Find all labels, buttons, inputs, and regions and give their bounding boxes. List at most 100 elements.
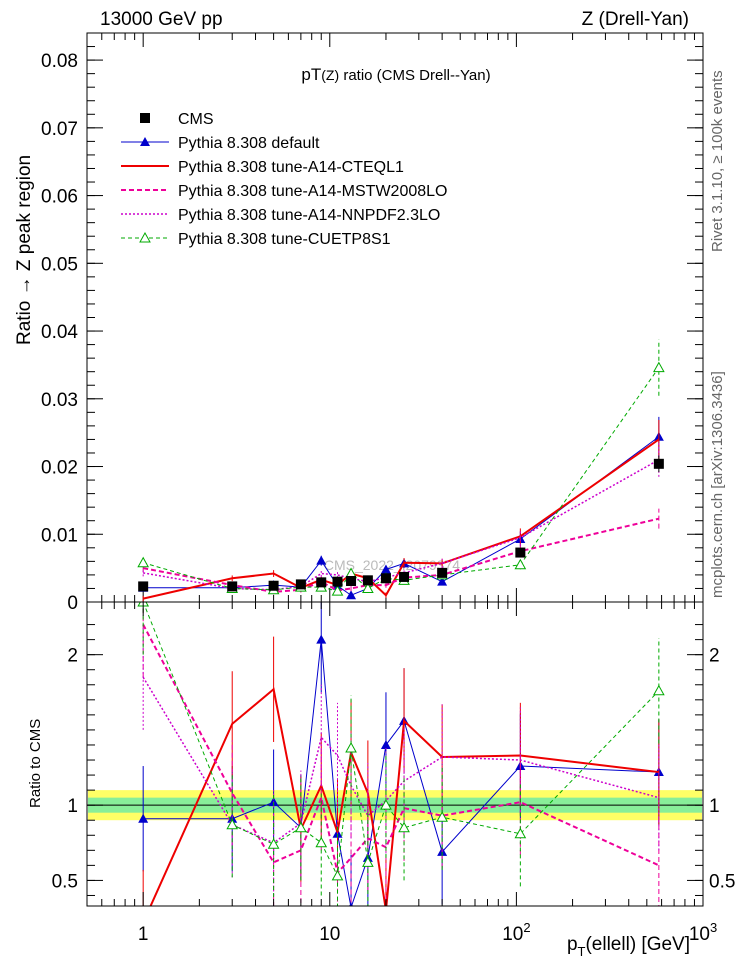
y-tick-label: 0.01: [41, 525, 78, 546]
data-point-cms: [437, 567, 448, 578]
ratio-y-tick-label-right: 0.5: [709, 871, 735, 892]
data-point-cuetp: [362, 582, 374, 593]
y-tick-label: 0.03: [41, 390, 78, 411]
data-point-cms: [380, 573, 391, 584]
main-y-axis-label: Ratio → Z peak region: [14, 155, 35, 345]
legend-entry-mstw: Pythia 8.308 tune-A14-MSTW2008LO: [121, 183, 447, 200]
legend-label-cms: CMS: [178, 111, 214, 128]
data-point-cms: [138, 581, 149, 592]
ratio-point-cuetp: [398, 821, 410, 833]
main-panel: 0 0.01 0.02 0.03 0.04 0.05 0.06 0.07 0.08 CMS_20…: [14, 32, 704, 614]
data-point-cuetp: [653, 361, 665, 373]
y-tick-label: 0.06: [41, 187, 78, 208]
ratio-point-cuetp: [331, 869, 344, 881]
legend: CMS Pythia 8.308 default Pythia 8.308 tune…: [121, 111, 447, 248]
x-tick-label: 10: [319, 924, 340, 945]
ratio-y-tick-label: 2: [67, 646, 78, 667]
ratio-point-default: [380, 739, 391, 749]
ratio-series-cuetp: [137, 602, 665, 906]
data-point-cms: [332, 576, 343, 587]
ratio-point-default: [316, 634, 327, 644]
y-tick-label: 0.08: [41, 51, 78, 72]
ratio-line-default: [143, 639, 659, 906]
y-tick-label: 0.02: [41, 458, 78, 479]
y-tick-label: 0: [67, 593, 78, 614]
legend-marker-cuetp: [139, 231, 151, 243]
main-series-group: [137, 339, 665, 602]
header-process: Z (Drell-Yan): [582, 9, 689, 30]
data-point-cuetp: [331, 585, 344, 596]
ratio-series-default: [138, 602, 664, 906]
legend-entry-cuetp: Pythia 8.308 tune-CUETP8S1: [121, 231, 391, 248]
ratio-point-cuetp: [226, 818, 239, 830]
x-tick-label: 103: [689, 920, 717, 945]
ratio-point-cuetp: [653, 684, 665, 696]
x-tick-exponent: 3: [710, 920, 717, 935]
data-point-default: [316, 555, 327, 565]
rivet-version-label: Rivet 3.1.10, ≥ 100k events: [709, 70, 726, 252]
x-axis-label-t: T: [578, 944, 586, 959]
legend-entry-default: Pythia 8.308 default: [121, 135, 320, 152]
data-point-cms: [346, 576, 357, 587]
header-energy: 13000 GeV pp: [100, 9, 223, 30]
data-point-cms: [295, 579, 306, 590]
ratio-y-tick-label-right: 2: [709, 646, 720, 667]
data-point-cuetp: [137, 556, 150, 568]
main-title-rest: ratio (CMS Drell--Yan): [339, 67, 490, 84]
ratio-panel: 0.5 0.5 1 1 2 2 1 10 102 103 Ratio to CMS pT(ell…: [27, 601, 735, 959]
series-cms: [138, 455, 664, 592]
main-title-pt: pT: [301, 65, 321, 84]
legend-entry-nnpdf: Pythia 8.308 tune-A14-NNPDF2.3LO: [121, 207, 440, 224]
main-x-ticks: [86, 33, 704, 602]
data-point-cms: [515, 547, 526, 558]
y-tick-label: 0.07: [41, 119, 78, 140]
ratio-point-cuetp: [436, 811, 448, 822]
main-title-z: (Z): [321, 67, 339, 83]
legend-marker-default: [140, 137, 150, 146]
ratio-point-default: [138, 813, 149, 823]
ratio-y-tick-label-right: 1: [709, 796, 720, 817]
legend-entry-cteql1: Pythia 8.308 tune-A14-CTEQL1: [121, 159, 404, 176]
data-point-cms: [362, 575, 373, 586]
ratio-point-cuetp: [295, 821, 307, 833]
ratio-point-cuetp: [362, 856, 374, 867]
ratio-point-default: [349, 902, 353, 906]
legend-label-mstw: Pythia 8.308 tune-A14-MSTW2008LO: [178, 183, 447, 200]
data-point-cms: [316, 577, 327, 588]
watermark: CMS_2022_I2079374: [324, 557, 460, 573]
ratio-y-ticks: 0.5 0.5 1 1 2 2: [52, 624, 735, 896]
data-point-default: [380, 564, 391, 574]
main-y-ticks: 0 0.01 0.02 0.03 0.04 0.05 0.06 0.07 0.08: [41, 32, 703, 614]
main-title: pT(Z) ratio (CMS Drell--Yan): [301, 65, 490, 84]
data-point-default: [346, 590, 357, 600]
ratio-series-group: [137, 602, 665, 906]
ratio-point-cuetp: [380, 799, 392, 810]
x-axis-label: pT(ellell) [GeV]: [567, 934, 690, 959]
y-tick-label: 0.04: [41, 322, 78, 343]
ratio-y-tick-label: 1: [67, 796, 78, 817]
legend-label-nnpdf: Pythia 8.308 tune-A14-NNPDF2.3LO: [178, 207, 440, 224]
ratio-line-cuetp: [142, 602, 660, 878]
legend-label-cuetp: Pythia 8.308 tune-CUETP8S1: [178, 231, 391, 248]
data-point-cms: [268, 580, 279, 591]
ratio-y-axis-label: Ratio to CMS: [27, 719, 44, 808]
data-point-cms: [653, 458, 664, 469]
ratio-plot-frame: [86, 601, 704, 907]
data-point-cms: [227, 581, 238, 592]
legend-entry-cms: CMS: [140, 111, 214, 128]
x-tick-label: 1: [138, 924, 149, 945]
mcplots-citation-label: mcplots.cern.ch [arXiv:1306.3436]: [709, 371, 726, 598]
x-tick-exponent: 2: [523, 920, 530, 935]
x-axis-label-rest: (ellell) [GeV]: [585, 934, 690, 955]
ratio-point-cuetp: [514, 827, 527, 839]
ratio-y-tick-label: 0.5: [52, 871, 78, 892]
data-point-default: [437, 576, 448, 586]
x-axis-label-p: p: [567, 934, 578, 955]
legend-label-cteql1: Pythia 8.308 tune-A14-CTEQL1: [178, 159, 404, 176]
legend-label-default: Pythia 8.308 default: [178, 135, 320, 152]
x-tick-label: 102: [502, 920, 530, 945]
y-tick-label: 0.05: [41, 254, 78, 275]
ratio-point-cuetp: [345, 741, 357, 753]
ratio-x-ticks: 1 10 102 103: [86, 602, 717, 945]
